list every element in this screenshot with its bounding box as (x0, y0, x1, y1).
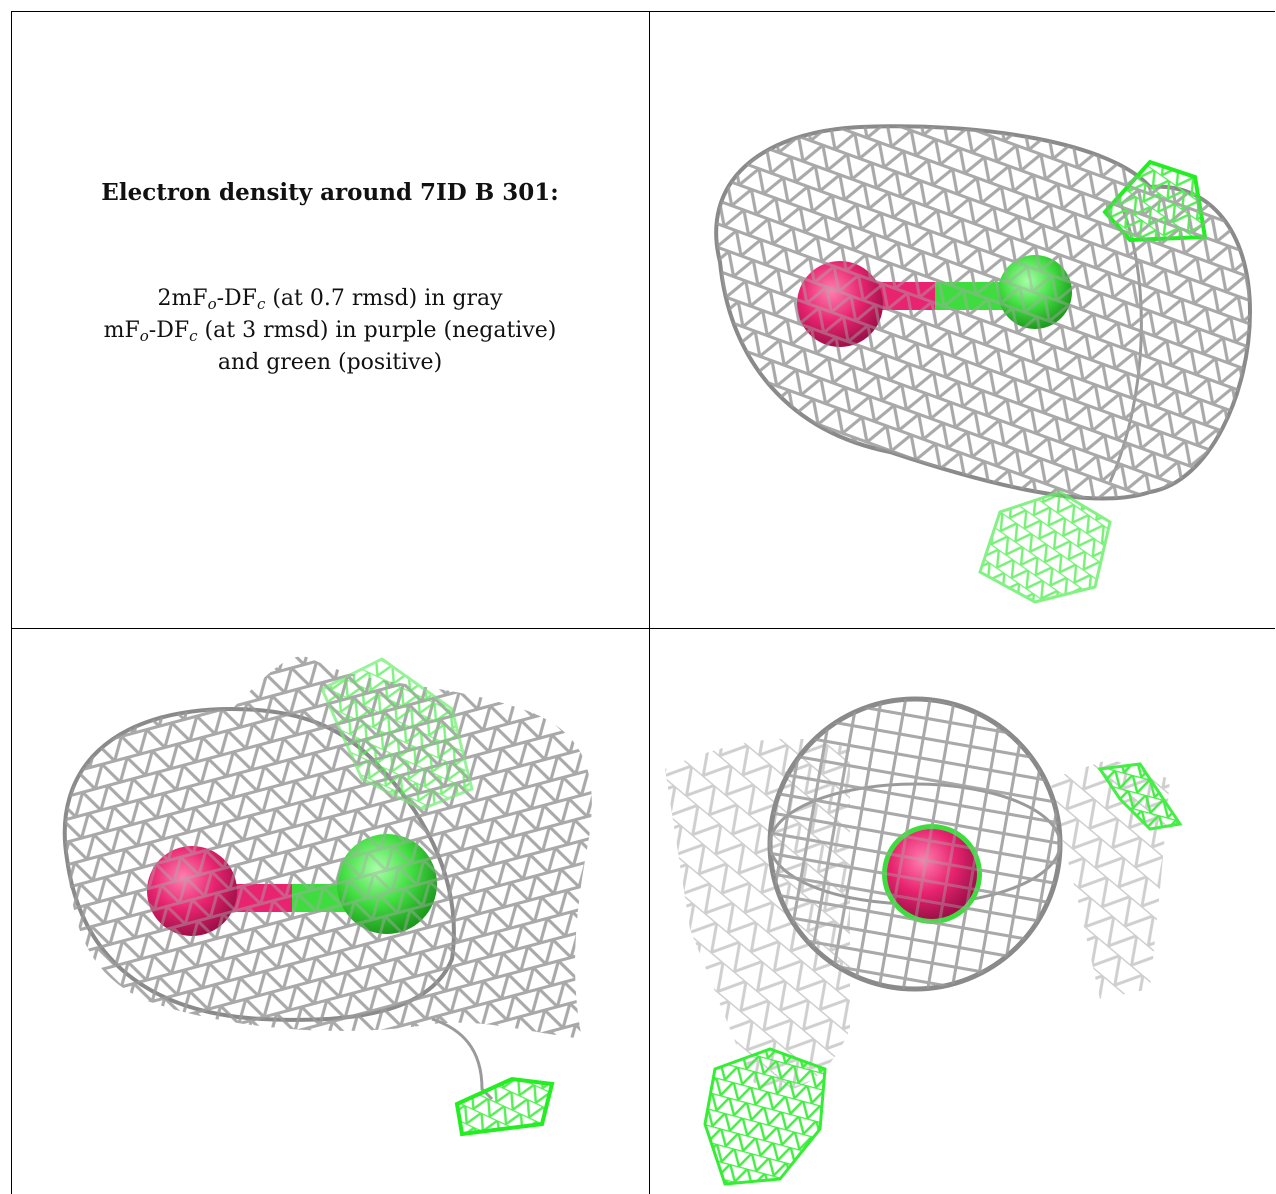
density-view-top-right (714, 124, 1253, 604)
border-top (11, 11, 1275, 12)
green-mesh-bottom (703, 1047, 827, 1186)
border-left (11, 11, 12, 1194)
caption-line-2: mFo-DFc (at 3 rmsd) in purple (negative) (103, 318, 557, 345)
border-center (11, 628, 1275, 629)
border-middle (649, 11, 650, 1194)
density-view-bottom-right (665, 696, 1183, 1186)
caption-line-3: and green (positive) (217, 350, 443, 375)
caption-cell: Electron density around 7ID B 301: 2mFo-… (11, 11, 649, 628)
density-view-bottom-left (62, 656, 592, 1137)
caption-line-1: 2mFo-DFc (at 0.7 rmsd) in gray (157, 286, 503, 313)
caption-title: Electron density around 7ID B 301: (101, 179, 559, 206)
green-mesh-bottom (978, 490, 1112, 604)
green-mesh-top (1097, 762, 1183, 831)
green-mesh-bottom (454, 1076, 555, 1137)
figure-grid: Electron density around 7ID B 301: 2mFo-… (11, 11, 1275, 1194)
